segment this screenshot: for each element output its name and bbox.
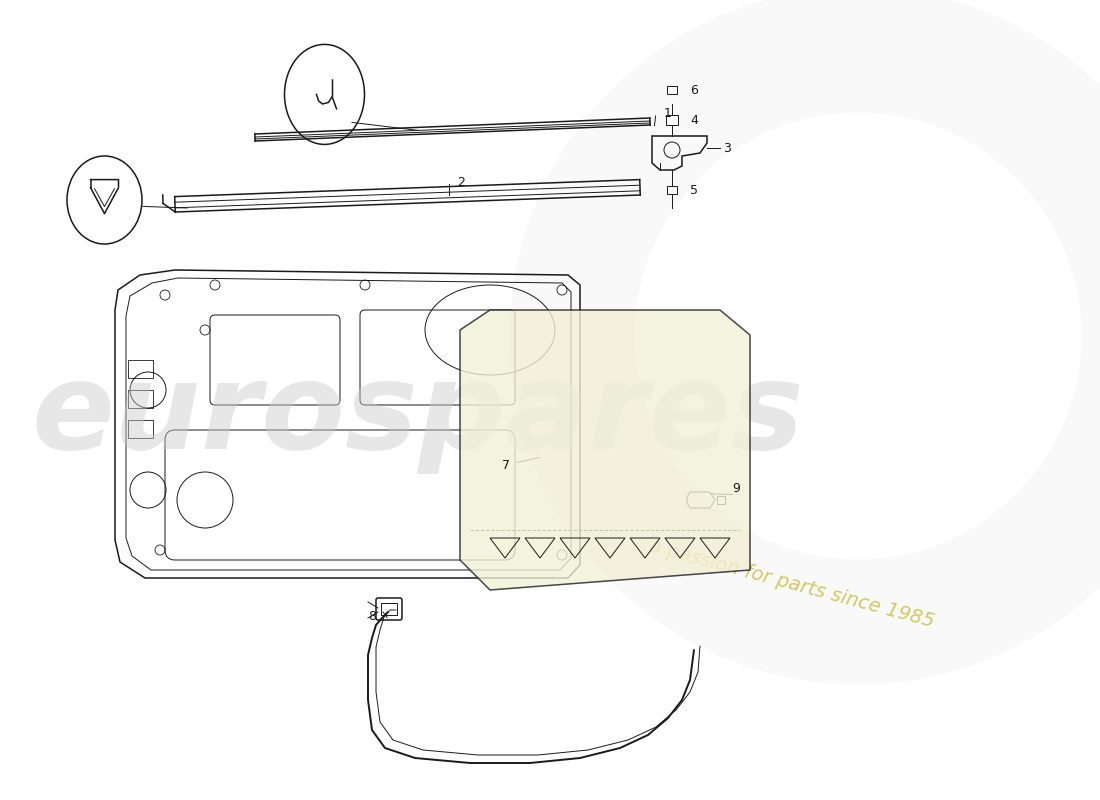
Text: 3: 3 bbox=[723, 142, 730, 154]
Text: 1: 1 bbox=[663, 107, 671, 120]
Text: 5: 5 bbox=[690, 183, 698, 197]
Text: eurospares: eurospares bbox=[32, 358, 804, 474]
Text: 8: 8 bbox=[368, 610, 376, 622]
Ellipse shape bbox=[67, 156, 142, 244]
Text: 4: 4 bbox=[690, 114, 697, 126]
Text: 9: 9 bbox=[733, 482, 740, 494]
Text: 2: 2 bbox=[458, 176, 465, 189]
Polygon shape bbox=[460, 310, 750, 590]
Text: a passion for parts since 1985: a passion for parts since 1985 bbox=[647, 537, 937, 631]
Ellipse shape bbox=[285, 44, 364, 144]
Text: 7: 7 bbox=[502, 459, 509, 472]
Text: 6: 6 bbox=[690, 83, 697, 97]
